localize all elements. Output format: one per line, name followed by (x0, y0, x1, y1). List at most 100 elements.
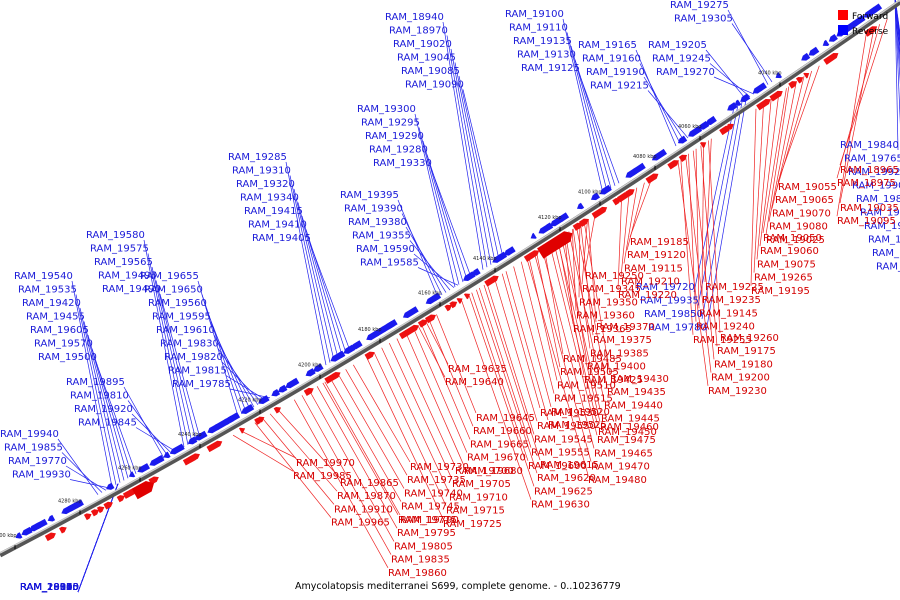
reverse-gene-arrow (576, 202, 585, 210)
forward-gene-arrow (59, 526, 67, 534)
forward-gene-arrow (537, 231, 573, 259)
forward-gene-label: RAM_19075 (757, 259, 816, 270)
label-connector-line (639, 63, 681, 144)
reverse-gene-arrow (822, 39, 830, 46)
label-connectors (57, 0, 900, 593)
label-connector-line (381, 347, 450, 493)
forward-gene-arrow (83, 513, 92, 521)
reverse-gene-arrow (828, 33, 838, 42)
reverse-gene-arrow (740, 93, 751, 102)
forward-gene-label: RAM_19860 (388, 568, 447, 579)
label-connector-line (289, 175, 331, 363)
reverse-gene-arrow (187, 436, 198, 445)
label-connector-line (549, 243, 598, 436)
forward-gene-arrow (578, 218, 589, 227)
label-connector-line (768, 81, 797, 222)
label-connector-line (446, 35, 488, 268)
reverse-gene-label: RAM_19340 (240, 193, 299, 204)
reverse-gene-arrow (169, 443, 185, 455)
forward-gene-arrow (44, 532, 56, 542)
forward-gene-label: RAM_19705 (452, 479, 511, 490)
forward-gene-label: RAM_19970 (296, 458, 355, 469)
reverse-gene-arrow (496, 251, 508, 261)
forward-gene-label: RAM_19440 (604, 400, 663, 411)
forward-gene-arrow (131, 480, 154, 500)
label-connector-line (617, 197, 622, 290)
forward-gene-arrow (651, 173, 659, 180)
reverse-gene-label: RAM_19135 (513, 36, 572, 47)
label-connector-line (771, 76, 805, 209)
forward-gene-arrow (116, 495, 126, 503)
label-connector-line (894, 0, 900, 56)
reverse-gene-label: RAM_19895 (66, 377, 125, 388)
reverse-gene-label: RAM_19405 (252, 233, 311, 244)
reverse-gene-label: RAM_19780 (648, 323, 707, 334)
forward-gene-label: RAM_19235 (702, 295, 761, 306)
label-connector-line (285, 161, 327, 366)
forward-gene-arrow (463, 293, 471, 300)
forward-gene-arrow (591, 206, 608, 219)
reverse-gene-label: RAM_19800 (876, 262, 900, 273)
reverse-gene-arrow (384, 319, 398, 330)
label-connector-line (501, 273, 541, 409)
label-connector-line (566, 32, 608, 192)
reverse-gene-label: RAM_19275 (670, 0, 729, 11)
reverse-gene-label: RAM_19320 (236, 179, 295, 190)
label-connector-line (505, 271, 549, 421)
reverse-gene-arrow (688, 125, 703, 137)
reverse-gene-arrow (313, 363, 324, 372)
forward-gene-label: RAM_19630 (531, 500, 590, 511)
reverse-gene-label: RAM_19720 (636, 282, 695, 293)
reverse-gene-label: RAM_19570 (34, 339, 93, 350)
label-connector-line (468, 294, 535, 487)
label-connector-line (762, 88, 787, 234)
position-tick-label: 4140 kbp (473, 256, 497, 262)
reverse-gene-label: RAM_19675 (864, 221, 900, 232)
forward-gene-label: RAM_19145 (699, 308, 758, 319)
reverse-gene-arrow (775, 72, 783, 79)
reverse-gene-arrow (21, 526, 33, 536)
forward-gene-label: RAM_19470 (591, 462, 650, 473)
reverse-gene-label: RAM_19285 (228, 152, 287, 163)
forward-gene-label: RAM_19680 (464, 466, 523, 477)
label-connector-line (262, 418, 335, 505)
reverse-gene-label: RAM_19900 (852, 181, 900, 192)
forward-gene-arrow (188, 453, 200, 463)
reverse-gene-arrow (226, 412, 241, 423)
forward-gene-label: RAM_19200 (711, 373, 770, 384)
label-connector-line (692, 150, 715, 360)
forward-gene-label: RAM_19240 (696, 322, 755, 333)
reverse-gene-label: RAM_19825 (856, 194, 900, 205)
label-connector-line (705, 49, 747, 100)
position-tick-label: 4080 kbp (633, 154, 657, 160)
forward-gene-label: RAM_19375 (593, 335, 652, 346)
forward-gene-label: RAM_19665 (470, 439, 529, 450)
forward-gene-arrow (258, 416, 265, 423)
label-connector-line (528, 256, 558, 381)
label-connector-line (436, 314, 477, 414)
forward-gene-label: RAM_19360 (576, 311, 635, 322)
reverse-gene-arrow (509, 246, 516, 253)
label-connector-line (316, 386, 398, 529)
forward-gene-arrow (90, 509, 100, 517)
reverse-gene-label: RAM_19155 (20, 582, 79, 593)
label-connector-line (713, 76, 755, 95)
label-connector-line (293, 399, 389, 568)
forward-gene-arrow (417, 319, 428, 328)
label-connector-line (330, 378, 402, 502)
forward-gene-label: RAM_19715 (446, 506, 505, 517)
label-connector-line (420, 323, 471, 440)
reverse-gene-label: RAM_19580 (86, 230, 145, 241)
reverse-gene-label: RAM_19020 (393, 39, 452, 50)
label-connector-line (526, 258, 589, 475)
reverse-gene-label: RAM_19650 (144, 285, 203, 296)
label-connector-line (147, 253, 189, 445)
reverse-gene-label: RAM_19455 (26, 312, 85, 323)
position-tick-label: 4160 kbp (418, 290, 442, 296)
label-connector-line (839, 18, 888, 166)
reverse-gene-label: RAM_19160 (582, 54, 641, 65)
forward-gene-label: RAM_19220 (618, 290, 677, 301)
reverse-gene-label: RAM_19960 (20, 582, 79, 593)
reverse-gene-label: RAM_19090 (405, 80, 464, 91)
reverse-gene-label: RAM_20035 (20, 582, 79, 593)
